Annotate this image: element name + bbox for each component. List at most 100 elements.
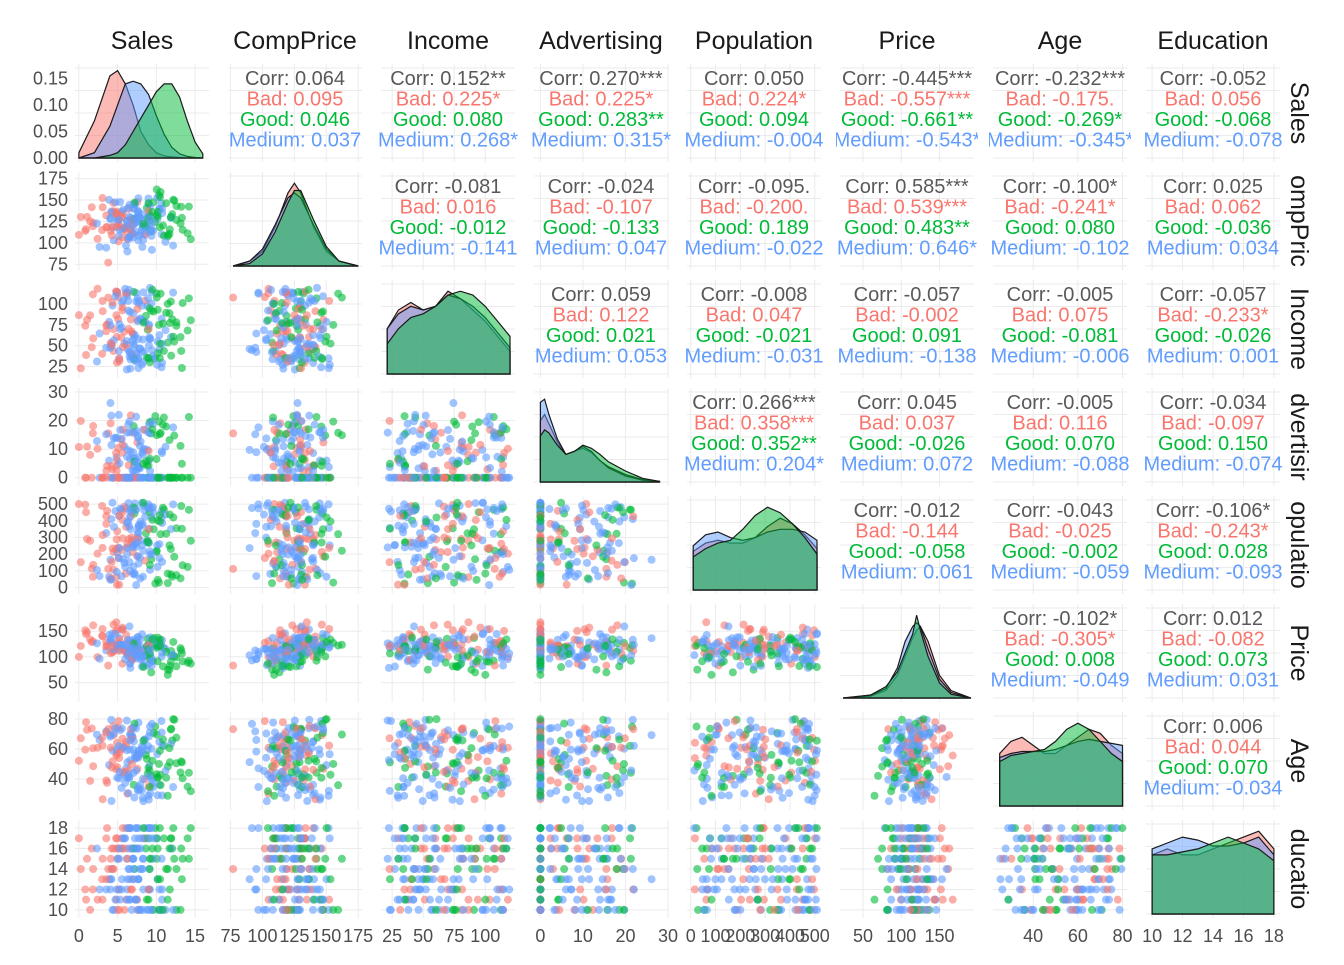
scatter-point xyxy=(804,641,812,649)
scatter-point xyxy=(547,776,555,784)
scatter-point xyxy=(89,429,97,437)
scatter-point xyxy=(909,724,917,732)
scatter-point xyxy=(599,528,607,536)
scatter-point xyxy=(608,743,616,751)
scatter-point xyxy=(498,423,506,431)
scatter-point xyxy=(172,318,180,326)
scatter-point xyxy=(313,653,321,661)
scatter-point xyxy=(476,735,484,743)
scatter-point xyxy=(910,769,918,777)
scatter-point xyxy=(252,748,260,756)
scatter-point xyxy=(449,746,457,754)
scatter-point xyxy=(560,552,568,560)
scatter-point xyxy=(730,742,738,750)
scatter-point xyxy=(264,649,272,657)
scatter-point xyxy=(891,774,899,782)
scatter-point xyxy=(261,554,269,562)
scatter-point xyxy=(115,411,123,419)
scatter-point xyxy=(305,516,313,524)
scatter-point xyxy=(295,780,303,788)
scatter-point xyxy=(705,653,713,661)
scatter-point xyxy=(707,671,715,679)
scatter-point xyxy=(165,541,173,549)
scatter-point xyxy=(139,220,147,228)
scatter-point xyxy=(724,773,732,781)
scatter-point xyxy=(138,243,146,251)
scatter-point xyxy=(139,794,147,802)
scatter-point xyxy=(571,653,579,661)
scatter-point xyxy=(756,660,764,668)
scatter-point xyxy=(767,774,775,782)
scatter-point xyxy=(268,579,276,587)
scatter-point xyxy=(148,425,156,433)
scatter-point xyxy=(599,716,607,724)
scatter-point xyxy=(471,795,479,803)
scatter-point xyxy=(584,785,592,793)
scatter-point xyxy=(409,474,417,482)
scatter-point xyxy=(303,797,311,805)
scatter-point xyxy=(325,625,333,633)
scatter-point xyxy=(706,725,714,733)
scatter-point xyxy=(106,576,114,584)
scatter-point xyxy=(479,630,487,638)
scatter-point xyxy=(417,426,425,434)
scatter-point xyxy=(93,845,101,853)
scatter-point xyxy=(590,749,598,757)
scatter-point xyxy=(471,499,479,507)
scatter-point xyxy=(700,644,708,652)
scatter-point xyxy=(146,728,154,736)
scatter-point xyxy=(165,744,173,752)
scatter-point xyxy=(154,576,162,584)
scatter-point xyxy=(811,783,819,791)
scatter-point xyxy=(112,618,120,626)
scatter-point xyxy=(698,657,706,665)
scatter-point xyxy=(604,793,612,801)
scatter-point xyxy=(148,635,156,643)
scatter-point xyxy=(736,633,744,641)
scatter-point xyxy=(545,505,553,513)
scatter-point xyxy=(565,561,573,569)
scatter-point xyxy=(923,757,931,765)
scatter-point xyxy=(396,459,404,467)
scatter-point xyxy=(126,447,134,455)
scatter-point xyxy=(160,413,168,421)
row-strip-label: opulatio xyxy=(1285,501,1313,589)
scatter-point xyxy=(229,662,237,670)
scatter-point xyxy=(710,746,718,754)
scatter-point xyxy=(554,779,562,787)
scatter-point xyxy=(428,450,436,458)
scatter-point xyxy=(251,727,259,735)
scatter-point xyxy=(499,461,507,469)
scatter-point xyxy=(585,624,593,632)
scatter-point xyxy=(386,642,394,650)
scatter-point xyxy=(809,797,817,805)
scatter-point xyxy=(86,906,94,914)
scatter-point xyxy=(301,499,309,507)
scatter-point xyxy=(698,774,706,782)
scatter-point xyxy=(156,193,164,201)
scatter-point xyxy=(297,429,305,437)
scatter-point xyxy=(813,663,821,671)
scatter-point xyxy=(469,455,477,463)
scatter-point xyxy=(94,235,102,243)
scatter-point xyxy=(112,449,120,457)
scatter-point xyxy=(498,570,506,578)
scatter-point xyxy=(473,657,481,665)
scatter-point xyxy=(536,657,544,665)
scatter-point xyxy=(93,731,101,739)
scatter-point xyxy=(264,537,272,545)
row-strip: Income xyxy=(1285,288,1313,370)
scatter-point xyxy=(576,783,584,791)
scatter-point xyxy=(125,499,133,507)
scatter-point xyxy=(806,735,814,743)
scatter-point xyxy=(102,474,110,482)
scatter-point xyxy=(264,771,272,779)
scatter-point xyxy=(275,357,283,365)
scatter-point xyxy=(104,259,112,267)
scatter-point xyxy=(453,460,461,468)
scatter-point xyxy=(432,762,440,770)
scatter-point xyxy=(444,505,452,513)
scatter-point xyxy=(147,668,155,676)
scatter-point xyxy=(139,663,147,671)
scatter-point xyxy=(500,627,508,635)
